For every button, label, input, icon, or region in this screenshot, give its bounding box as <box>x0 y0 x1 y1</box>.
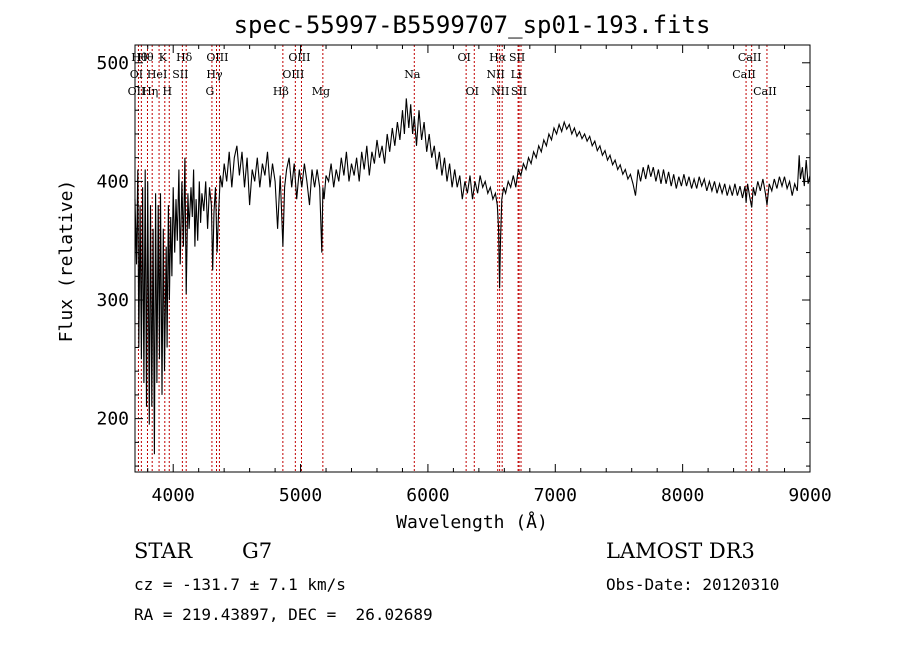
line-label: CaII <box>732 68 756 81</box>
line-label: Li <box>511 68 522 81</box>
line-label: Mg <box>312 85 330 98</box>
obs-date: Obs-Date: 20120310 <box>606 575 780 594</box>
redshift-readout: cz = -131.7 ± 7.1 km/s <box>134 575 346 594</box>
line-label: Hη <box>142 85 158 98</box>
x-tick-label: 8000 <box>661 485 704 506</box>
line-label: H <box>162 85 172 98</box>
x-tick-label: 6000 <box>406 485 449 506</box>
coordinates: RA = 219.43897, DEC = 26.02689 <box>134 605 433 624</box>
line-label: CaII <box>738 51 762 64</box>
line-label: SII <box>511 85 527 98</box>
y-tick-label: 300 <box>96 290 129 311</box>
spectral-subclass: G7 <box>242 539 273 563</box>
x-tick-label: 5000 <box>279 485 322 506</box>
line-label: OII <box>128 85 146 98</box>
line-label: NII <box>491 85 509 98</box>
line-label: Hγ <box>206 68 223 81</box>
line-label: Na <box>404 68 421 81</box>
line-label: NII <box>487 68 505 81</box>
line-label: SII <box>172 68 188 81</box>
object-class: STAR <box>134 539 193 563</box>
x-tick-label: 4000 <box>152 485 195 506</box>
line-label: Hθ <box>137 51 154 64</box>
x-tick-label: 7000 <box>534 485 577 506</box>
x-axis: 4000 5000 6000 7000 8000 9000 <box>147 45 832 506</box>
line-markers <box>137 45 768 472</box>
line-label: Hα <box>489 51 507 64</box>
y-axis-label: Flux (relative) <box>56 180 77 343</box>
line-label: OI <box>457 51 470 64</box>
survey-name: LAMOST DR3 <box>606 539 755 563</box>
line-label: Hδ <box>176 51 193 64</box>
line-label: G <box>206 85 215 98</box>
x-tick-label: 9000 <box>788 485 831 506</box>
line-label: OI <box>130 68 143 81</box>
line-label: OIII <box>206 51 228 64</box>
line-label: HeI <box>147 68 167 81</box>
line-label: SII <box>509 51 525 64</box>
spectrum-plot: spec-55997-B5599707_sp01-193.fits OII OI H… <box>56 11 832 533</box>
y-tick-label: 400 <box>96 171 129 192</box>
y-axis: 200 300 400 500 <box>96 53 810 467</box>
line-label: OIII <box>288 51 310 64</box>
plot-frame <box>134 44 811 473</box>
chart-title: spec-55997-B5599707_sp01-193.fits <box>234 11 711 39</box>
x-axis-label: Wavelength (Å) <box>396 511 548 533</box>
line-labels: OIIOIHθHθHηHeIKHSIIHδGHγOIIIHβOIIIOIIIMg… <box>128 51 777 98</box>
y-tick-label: 500 <box>96 53 129 74</box>
line-label: K <box>159 51 168 64</box>
line-label: OIII <box>282 68 304 81</box>
line-label: CaII <box>753 85 777 98</box>
spectrum-line <box>134 98 811 455</box>
y-tick-label: 200 <box>96 409 129 430</box>
line-label: Hβ <box>273 85 289 98</box>
line-label: OI <box>466 85 479 98</box>
